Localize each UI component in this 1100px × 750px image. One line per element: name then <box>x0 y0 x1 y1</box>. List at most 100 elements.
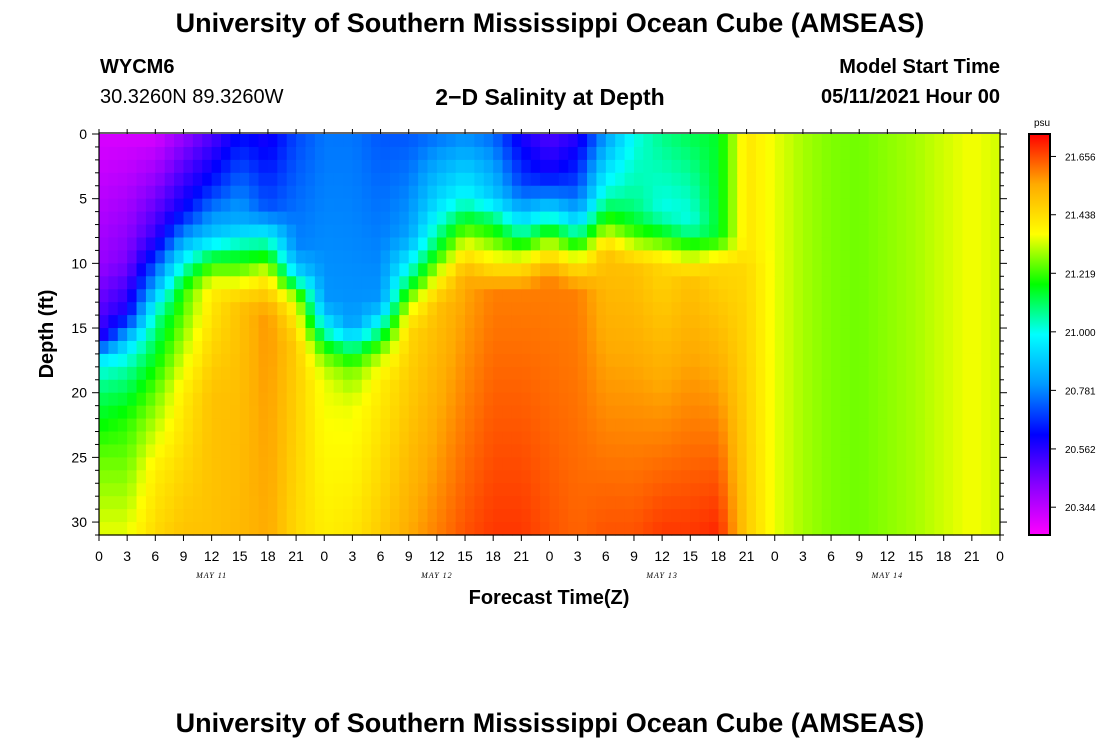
heatmap-cell <box>99 134 109 148</box>
heatmap-cell <box>568 366 579 381</box>
heatmap-cell <box>352 522 363 536</box>
heatmap-cell <box>249 198 260 213</box>
heatmap-cell <box>455 366 466 381</box>
heatmap-cell <box>127 185 138 200</box>
heatmap-cell <box>352 457 363 471</box>
heatmap-cell <box>127 198 138 213</box>
heatmap-cell <box>502 263 513 277</box>
heatmap-cell <box>962 509 973 523</box>
heatmap-cell <box>286 211 297 226</box>
heatmap-cell <box>934 418 945 433</box>
heatmap-cell <box>615 263 626 277</box>
heatmap-cell <box>737 353 748 368</box>
heatmap-cell <box>652 509 663 523</box>
heatmap-cell <box>155 444 166 458</box>
heatmap-cell <box>305 315 316 329</box>
heatmap-cell <box>230 146 241 161</box>
heatmap-cell <box>408 353 419 368</box>
heatmap-cell <box>737 315 748 329</box>
heatmap-cell <box>859 509 870 523</box>
heatmap-cell <box>455 211 466 226</box>
heatmap-cell <box>690 522 701 536</box>
heatmap-cell <box>605 263 616 277</box>
heatmap-cell <box>709 315 720 329</box>
heatmap-cell <box>943 146 954 161</box>
heatmap-cell <box>990 172 1001 187</box>
heatmap-cell <box>277 340 288 355</box>
heatmap-cell <box>455 444 466 458</box>
heatmap-cell <box>371 379 382 394</box>
heatmap-cell <box>427 315 438 329</box>
heatmap-cell <box>849 276 860 290</box>
heatmap-cell <box>296 457 307 471</box>
heatmap-cell <box>352 405 363 420</box>
heatmap-cell <box>465 353 476 368</box>
heatmap-cell <box>99 276 109 290</box>
heatmap-cell <box>389 431 400 446</box>
heatmap-cell <box>164 366 175 381</box>
heatmap-cell <box>399 418 410 433</box>
heatmap-cell <box>718 237 729 252</box>
heatmap-cell <box>521 483 532 497</box>
heatmap-cell <box>249 276 260 290</box>
heatmap-cell <box>596 496 607 510</box>
heatmap-cell <box>577 470 588 484</box>
heatmap-cell <box>127 172 138 187</box>
heatmap-cell <box>455 185 466 200</box>
heatmap-cell <box>521 263 532 277</box>
heatmap-cell <box>277 496 288 510</box>
heatmap-cell <box>737 237 748 252</box>
heatmap-cell <box>877 250 888 264</box>
heatmap-cell <box>202 457 213 471</box>
heatmap-cell <box>230 185 241 200</box>
heatmap-cell <box>868 444 879 458</box>
heatmap-cell <box>305 379 316 394</box>
heatmap-cell <box>474 431 485 446</box>
heatmap-cell <box>314 444 325 458</box>
heatmap-cell <box>934 211 945 226</box>
heatmap-cell <box>981 431 992 446</box>
heatmap-cell <box>549 134 560 148</box>
heatmap-cell <box>896 159 907 174</box>
heatmap-cell <box>755 237 766 252</box>
heatmap-cell <box>408 198 419 213</box>
heatmap-cell <box>962 379 973 394</box>
heatmap-cell <box>230 431 241 446</box>
heatmap-cell <box>549 353 560 368</box>
heatmap-cell <box>840 237 851 252</box>
heatmap-cell <box>831 289 842 303</box>
heatmap-cell <box>906 353 917 368</box>
heatmap-cell <box>690 134 701 148</box>
heatmap-cell <box>605 302 616 316</box>
heatmap-cell <box>540 470 551 484</box>
heatmap-cell <box>831 276 842 290</box>
heatmap-cell <box>361 405 372 420</box>
heatmap-cell <box>127 159 138 174</box>
heatmap-cell <box>408 509 419 523</box>
heatmap-cell <box>127 276 138 290</box>
heatmap-cell <box>267 340 278 355</box>
heatmap-cell <box>624 522 635 536</box>
heatmap-cell <box>446 237 457 252</box>
heatmap-cell <box>868 379 879 394</box>
heatmap-cell <box>389 172 400 187</box>
heatmap-cell <box>361 509 372 523</box>
heatmap-cell <box>793 496 804 510</box>
heatmap-cell <box>877 146 888 161</box>
heatmap-cell <box>446 444 457 458</box>
heatmap-cell <box>633 496 644 510</box>
heatmap-cell <box>643 483 654 497</box>
heatmap-cell <box>136 237 147 252</box>
heatmap-cell <box>333 392 344 407</box>
heatmap-cell <box>277 289 288 303</box>
heatmap-cell <box>605 392 616 407</box>
heatmap-cell <box>192 457 203 471</box>
heatmap-cell <box>530 392 541 407</box>
heatmap-cell <box>202 496 213 510</box>
heatmap-cell <box>671 366 682 381</box>
heatmap-cell <box>540 418 551 433</box>
heatmap-cell <box>605 470 616 484</box>
heatmap-cell <box>859 315 870 329</box>
heatmap-cell <box>662 522 673 536</box>
heatmap-cell <box>680 211 691 226</box>
